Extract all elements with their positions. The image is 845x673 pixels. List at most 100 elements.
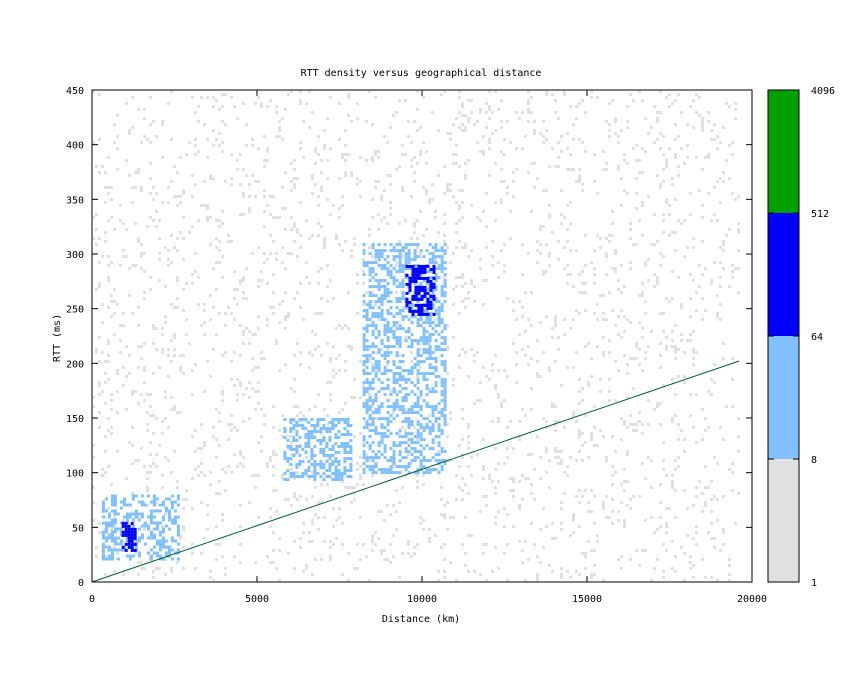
density-cell: [131, 497, 135, 501]
density-cell: [110, 557, 114, 561]
density-cell: [599, 429, 602, 432]
density-cell: [401, 369, 405, 373]
density-cell: [686, 123, 689, 126]
density-cell: [343, 433, 347, 436]
density-cell: [432, 267, 436, 271]
density-cell: [392, 381, 396, 385]
density-cell: [692, 99, 695, 102]
density-cell: [620, 501, 623, 504]
density-cell: [242, 195, 245, 198]
density-cell: [731, 141, 734, 144]
density-cell: [362, 300, 366, 304]
density-cell: [356, 117, 359, 120]
density-cell: [590, 261, 593, 264]
density-cell: [325, 454, 329, 457]
density-cell: [179, 201, 182, 204]
density-cell: [617, 141, 620, 144]
density-cell: [248, 501, 251, 504]
density-cell: [440, 270, 444, 274]
density-cell: [395, 168, 398, 171]
density-cell: [347, 114, 350, 117]
density-cell: [428, 297, 432, 301]
density-cell: [413, 435, 417, 439]
density-cell: [581, 444, 584, 447]
density-cell: [407, 318, 411, 322]
density-cell: [695, 93, 698, 96]
density-cell: [206, 204, 209, 207]
density-cell: [416, 369, 420, 373]
density-cells: [92, 90, 740, 582]
density-cell: [116, 552, 119, 555]
density-cell: [182, 258, 185, 261]
density-cell: [140, 243, 143, 246]
density-cell: [497, 396, 500, 399]
density-cell: [414, 291, 418, 295]
density-cell: [506, 375, 509, 378]
density-cell: [260, 408, 263, 411]
density-cell: [386, 417, 390, 421]
density-cell: [224, 351, 227, 354]
density-cell: [124, 533, 128, 537]
density-cell: [554, 423, 557, 426]
density-cell: [437, 471, 441, 475]
density-cell: [350, 120, 353, 123]
density-cell: [401, 399, 405, 403]
density-cell: [307, 421, 311, 424]
density-cell: [371, 540, 374, 543]
density-cell: [346, 418, 350, 421]
density-cell: [414, 297, 418, 301]
density-cell: [608, 102, 611, 105]
density-cell: [401, 387, 405, 391]
density-cell: [404, 381, 408, 385]
density-cell: [305, 420, 308, 423]
density-cell: [122, 515, 126, 519]
density-cell: [311, 111, 314, 114]
density-cell: [92, 519, 95, 522]
density-cell: [443, 420, 447, 424]
density-cell: [275, 489, 278, 492]
density-cell: [440, 309, 444, 313]
density-cell: [683, 255, 686, 258]
density-cell: [440, 399, 444, 403]
density-cell: [734, 267, 737, 270]
density-cell: [425, 342, 429, 346]
density-cell: [455, 276, 458, 279]
density-cell: [119, 542, 123, 546]
density-cell: [614, 360, 617, 363]
density-cell: [626, 453, 629, 456]
density-cell: [608, 291, 611, 294]
density-cell: [665, 165, 668, 168]
density-cell: [623, 522, 626, 525]
density-cell: [371, 345, 375, 349]
density-cell: [176, 527, 180, 531]
density-cell: [349, 466, 353, 469]
density-cell: [101, 351, 104, 354]
density-cell: [404, 408, 407, 411]
density-cell: [662, 570, 665, 573]
density-cell: [137, 108, 140, 111]
density-cell: [137, 366, 140, 369]
density-cell: [137, 237, 140, 240]
density-cell: [386, 345, 390, 349]
density-cell: [158, 279, 161, 282]
density-cell: [340, 472, 344, 475]
density-cell: [392, 459, 396, 463]
density-cell: [722, 531, 725, 534]
density-cell: [482, 135, 485, 138]
density-cell: [641, 171, 644, 174]
density-cell: [377, 369, 381, 373]
density-cell: [497, 393, 500, 396]
density-cell: [407, 540, 410, 543]
density-cell: [527, 120, 530, 123]
density-cell: [362, 543, 365, 546]
density-cell: [362, 327, 366, 331]
density-cell: [423, 294, 427, 298]
density-cell: [398, 309, 402, 313]
density-cell: [536, 579, 539, 582]
density-cell: [374, 396, 378, 400]
density-cell: [116, 372, 119, 375]
density-cell: [131, 462, 134, 465]
density-cell: [716, 315, 719, 318]
density-cell: [340, 418, 344, 421]
density-cell: [395, 399, 399, 403]
